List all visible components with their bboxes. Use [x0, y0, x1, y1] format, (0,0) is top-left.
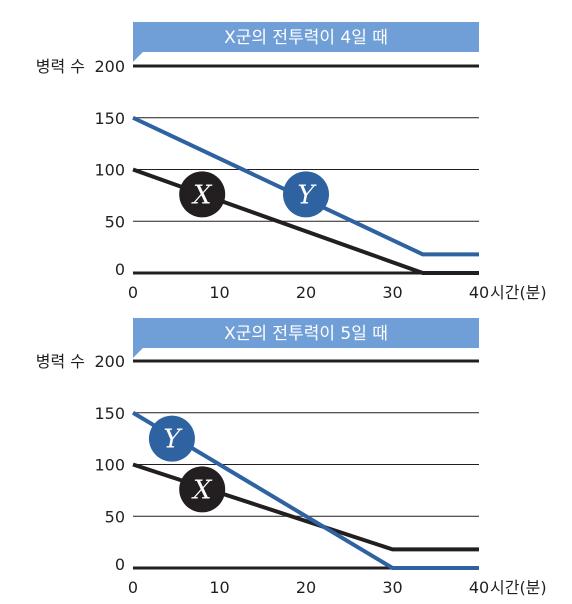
- x-tick-label: 10: [209, 578, 229, 597]
- x-axis-label: 시간(분): [490, 283, 547, 302]
- y-tick-label: 150: [94, 109, 125, 128]
- y-tick-label: 50: [105, 507, 125, 526]
- series-line-x: [132, 167, 479, 275]
- series-line-y: [131, 411, 479, 570]
- y-tick-label: 200: [94, 57, 125, 76]
- y-tick-label: 200: [94, 352, 125, 371]
- x-tick-label: 0: [128, 578, 138, 597]
- x-axis-label: 시간(분): [490, 578, 547, 597]
- x-tick-label: 40: [469, 578, 489, 597]
- y-tick-label: 150: [94, 404, 125, 423]
- y-tick-label: 100: [94, 161, 125, 180]
- y-axis-label: 병력 수: [36, 352, 85, 371]
- series-marker-x: [179, 466, 226, 513]
- title-banner: [133, 318, 479, 358]
- x-tick-label: 10: [209, 283, 229, 302]
- series-marker-y: [148, 415, 195, 462]
- chart-title: X군의 전투력이 5일 때: [224, 324, 388, 344]
- y-tick-label: 100: [94, 456, 125, 475]
- series-label-y: Y: [163, 425, 183, 455]
- x-tick-label: 20: [296, 578, 316, 597]
- series-label-x: X: [191, 180, 213, 210]
- series-marker-y: [283, 171, 329, 218]
- y-tick-label: 50: [105, 212, 125, 231]
- series-marker-x: [179, 171, 226, 218]
- x-tick-label: 20: [296, 283, 316, 302]
- series-line-y: [132, 115, 479, 257]
- y-tick-label: 0: [115, 555, 125, 574]
- chart-title: X군의 전투력이 4일 때: [224, 28, 388, 48]
- title-banner: [133, 22, 479, 62]
- y-axis-label: 병력 수: [36, 57, 85, 76]
- series-label-x: X: [191, 475, 213, 505]
- x-tick-label: 30: [382, 283, 402, 302]
- x-tick-label: 0: [128, 283, 138, 302]
- chart-panel-top: X군의 전투력이 4일 때 0 50 100 150 200 병력 수 0 10 20 30 40 시간…: [36, 22, 547, 302]
- series-label-y: Y: [297, 180, 317, 210]
- x-tick-label: 40: [469, 283, 489, 302]
- x-tick-label: 30: [382, 578, 402, 597]
- y-tick-label: 0: [115, 260, 125, 279]
- chart-panel-bottom: X군의 전투력이 5일 때 0 50 100 150 200 병력 수 0 10 20 30 40 시간…: [36, 318, 547, 597]
